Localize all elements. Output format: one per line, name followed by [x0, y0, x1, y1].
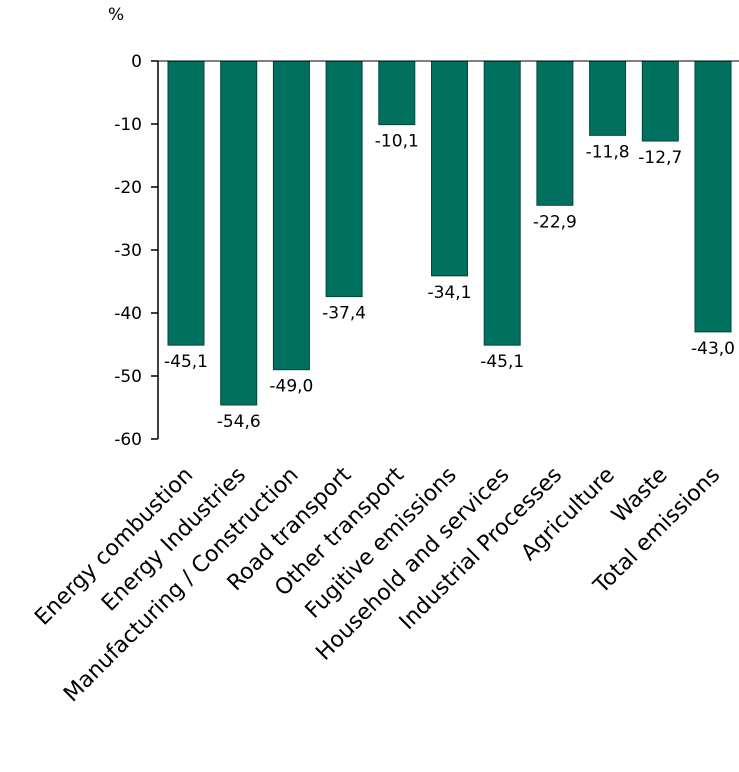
- y-tick-label: -20: [114, 178, 142, 198]
- data-label: -11,8: [586, 142, 630, 162]
- data-label: -12,7: [638, 148, 682, 168]
- bar: [325, 60, 363, 298]
- bar: [589, 60, 627, 136]
- bars-layer: [167, 60, 732, 406]
- data-label: -45,1: [164, 352, 208, 372]
- axis-layer: 0 -10 -20 -30 -40 -50 -60: [114, 52, 739, 450]
- y-tick-label: 0: [131, 52, 142, 72]
- data-label: -54,6: [217, 412, 261, 432]
- data-label: -49,0: [269, 377, 313, 397]
- bar: [378, 60, 416, 126]
- bar: [641, 60, 679, 142]
- data-label: -22,9: [533, 212, 577, 232]
- data-label: -10,1: [375, 132, 419, 152]
- data-label: -34,1: [428, 283, 472, 303]
- bar: [483, 60, 521, 346]
- bar: [220, 60, 258, 406]
- y-tick-label: -30: [114, 241, 142, 261]
- y-axis-unit-label: %: [108, 5, 124, 25]
- bar: [536, 60, 574, 206]
- y-tick-label: -10: [114, 115, 142, 135]
- y-tick-label: -60: [114, 430, 142, 450]
- data-label: -43,0: [691, 339, 735, 359]
- bar: [431, 60, 468, 277]
- data-label: -45,1: [480, 352, 524, 372]
- bar: [694, 60, 732, 333]
- category-label: Manufacturing / Construction: [59, 463, 304, 708]
- data-label: -37,4: [322, 304, 366, 324]
- y-tick-label: -40: [114, 304, 142, 324]
- bar: [272, 60, 310, 371]
- bar: [167, 60, 205, 346]
- y-tick-label: -50: [114, 367, 142, 387]
